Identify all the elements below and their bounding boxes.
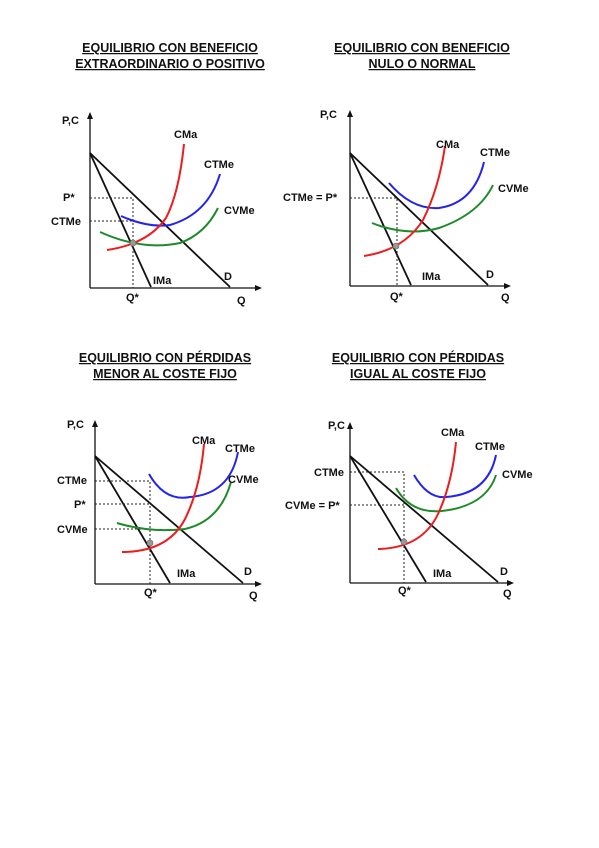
- marginal-revenue-line: [349, 455, 427, 583]
- ctme-curve: [388, 161, 485, 210]
- panel-title-line1: EQUILIBRIO CON BENEFICIO: [82, 41, 258, 55]
- demand-label: D: [486, 269, 494, 281]
- cvme-curve: [99, 207, 219, 247]
- diagram-beneficio-extraordinario: EQUILIBRIO CON BENEFICIO EXTRAORDINARIO …: [20, 38, 300, 318]
- x-axis-arrow: [507, 580, 514, 586]
- marginal-revenue-label: IMa: [422, 271, 441, 283]
- cvme-curve: [116, 481, 232, 532]
- x-axis-arrow: [504, 283, 511, 289]
- equilibrium-point: [146, 539, 154, 547]
- ctme-curve: [120, 173, 221, 227]
- panel-title-line1: EQUILIBRIO CON PÉRDIDAS: [79, 350, 251, 365]
- price-guide-line: [90, 197, 134, 288]
- x-axis-label: Q: [503, 588, 512, 600]
- ctme-label: CTMe: [225, 443, 255, 455]
- y-axis-label: P,C: [328, 420, 345, 432]
- marginal-revenue-label: IMa: [433, 568, 452, 580]
- x-axis-arrow: [255, 581, 262, 587]
- demand-line: [89, 152, 231, 288]
- ctme-label: CTMe: [480, 147, 510, 159]
- cma-label: CMa: [192, 435, 216, 447]
- demand-label: D: [244, 566, 252, 578]
- cma-curve: [363, 145, 446, 257]
- y-label-cvme-p-star: CVMe = P*: [285, 500, 340, 512]
- y-axis-label: P,C: [62, 115, 79, 127]
- marginal-revenue-label: IMa: [177, 568, 196, 580]
- x-axis-label: Q: [237, 295, 246, 307]
- diagram-perdidas-igual-coste-fijo: EQUILIBRIO CON PÉRDIDAS IGUAL AL COSTE F…: [276, 344, 556, 624]
- price-guide-line: [350, 197, 398, 286]
- equilibrium-point: [392, 242, 400, 250]
- x-axis-label: Q: [249, 590, 258, 602]
- marginal-revenue-label: IMa: [153, 275, 172, 287]
- ctme-curve: [148, 451, 239, 499]
- demand-label: D: [224, 271, 232, 283]
- marginal-revenue-line: [89, 152, 152, 288]
- ctme-label: CTMe: [204, 159, 234, 171]
- marginal-revenue-line: [349, 152, 412, 286]
- demand-label: D: [500, 566, 508, 578]
- y-label-p-star: P*: [74, 499, 86, 511]
- cvme-curve: [371, 184, 494, 233]
- y-axis-label: P,C: [67, 419, 84, 431]
- equilibrium-point: [400, 538, 408, 546]
- q-star-label: Q*: [398, 585, 412, 597]
- y-axis-arrow: [92, 420, 98, 427]
- ctme-guide-line: [350, 471, 405, 583]
- y-axis-arrow: [347, 110, 353, 117]
- cma-label: CMa: [441, 427, 465, 439]
- cvme-curve: [395, 474, 497, 513]
- panel-title-line2: MENOR AL COSTE FIJO: [93, 367, 237, 381]
- cma-curve: [106, 143, 185, 251]
- y-label-ctme: CTMe: [314, 467, 344, 479]
- diagram-perdidas-menor-coste-fijo: EQUILIBRIO CON PÉRDIDAS MENOR AL COSTE F…: [20, 344, 300, 624]
- cma-label: CMa: [436, 139, 460, 151]
- panel-title-line2: NULO O NORMAL: [369, 57, 476, 71]
- demand-line: [349, 455, 499, 583]
- panel-title-line1: EQUILIBRIO CON PÉRDIDAS: [332, 350, 504, 365]
- y-label-ctme: CTMe: [51, 216, 81, 228]
- cvme-label: CVMe: [498, 183, 529, 195]
- x-axis-label: Q: [501, 292, 510, 304]
- cvme-label: CVMe: [228, 474, 259, 486]
- y-axis-label: P,C: [320, 109, 337, 121]
- cvme-label: CVMe: [502, 469, 533, 481]
- y-axis-arrow: [87, 112, 93, 119]
- y-axis-arrow: [347, 422, 353, 429]
- marginal-revenue-line: [94, 455, 171, 584]
- cma-curve: [121, 443, 205, 553]
- y-label-p-star: P*: [63, 192, 75, 204]
- y-label-ctme-p-star: CTMe = P*: [283, 192, 338, 204]
- y-label-ctme: CTMe: [57, 475, 87, 487]
- q-star-label: Q*: [126, 292, 140, 304]
- diagram-beneficio-nulo: EQUILIBRIO CON BENEFICIO NULO O NORMAL P…: [274, 38, 554, 318]
- panel-title-line1: EQUILIBRIO CON BENEFICIO: [334, 41, 510, 55]
- ctme-curve: [413, 454, 497, 499]
- demand-line: [349, 152, 489, 286]
- equilibrium-point: [129, 239, 137, 247]
- ctme-label: CTMe: [475, 441, 505, 453]
- demand-line: [94, 455, 244, 584]
- x-axis-arrow: [255, 285, 262, 291]
- cma-label: CMa: [174, 129, 198, 141]
- q-star-label: Q*: [390, 291, 404, 303]
- cma-curve: [377, 441, 457, 550]
- q-star-label: Q*: [144, 587, 158, 599]
- panel-title-line2: IGUAL AL COSTE FIJO: [350, 367, 486, 381]
- y-label-cvme: CVMe: [57, 524, 88, 536]
- cvme-label: CVMe: [224, 205, 255, 217]
- panel-title-line2: EXTRAORDINARIO O POSITIVO: [75, 57, 265, 71]
